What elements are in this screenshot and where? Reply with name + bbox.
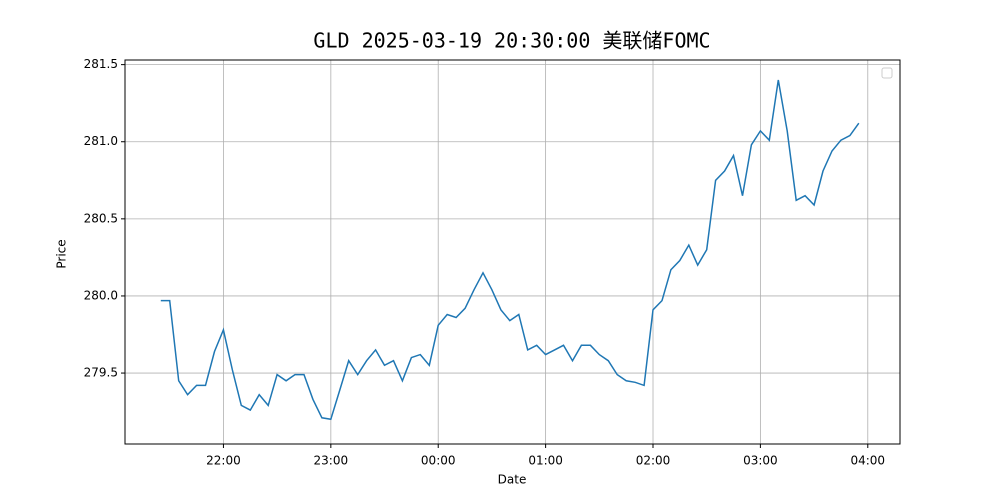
y-tick-label: 280.0 [84, 288, 118, 302]
y-tick-label: 281.0 [84, 134, 118, 148]
price-line [160, 79, 860, 421]
x-tick-label: 04:00 [850, 454, 885, 468]
x-tick-label: 00:00 [421, 454, 456, 468]
x-tick-label: 23:00 [314, 454, 349, 468]
y-tick-label: 281.5 [84, 57, 118, 71]
x-tick-label: 02:00 [636, 454, 671, 468]
y-tick-label: 280.5 [84, 211, 118, 225]
axes-frame [124, 59, 901, 445]
legend-box [881, 67, 893, 79]
y-tick-label: 279.5 [84, 366, 118, 380]
plot-area: 279.5 280.0 280.5 281.0 281.5 22:00 23:00 00:00… [84, 57, 900, 468]
x-tick-label: 01:00 [528, 454, 563, 468]
chart-title: GLD 2025-03-19 20:30:00 美联储FOMC [313, 29, 710, 53]
y-axis-label: Price [55, 239, 69, 268]
x-tick-label: 22:00 [206, 454, 241, 468]
x-axis-label: Date [498, 473, 527, 487]
x-tick-label: 03:00 [743, 454, 778, 468]
